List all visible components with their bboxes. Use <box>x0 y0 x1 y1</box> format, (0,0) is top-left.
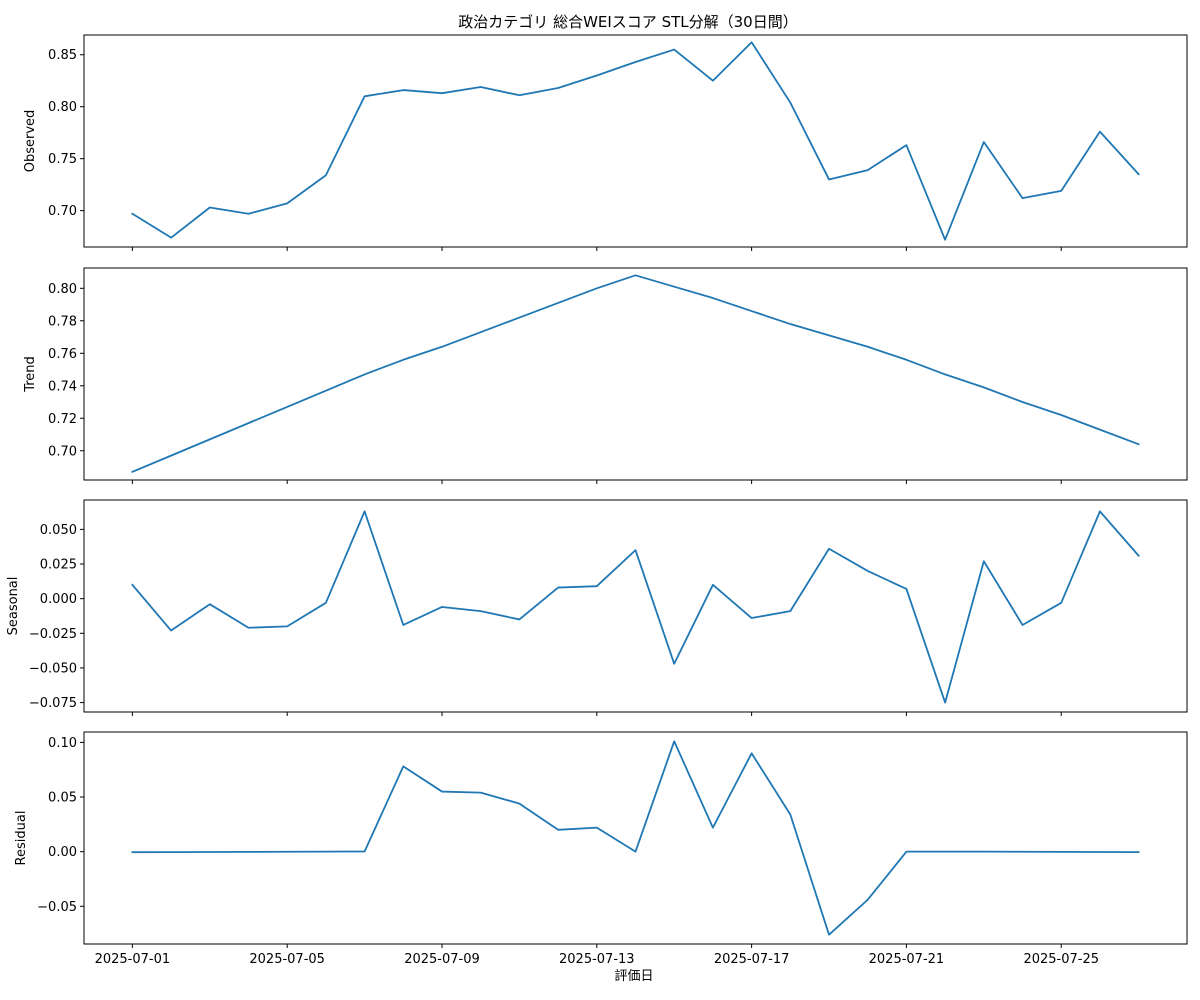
y-axis-label: Observed <box>23 110 38 173</box>
panel-observed: 0.70 0.75 0.80 0.85 Observed <box>23 34 1188 251</box>
y-axis-label: Trend <box>23 356 38 393</box>
y-tick-label: 0.70 <box>48 444 77 459</box>
y-tick-label: 0.85 <box>48 48 77 63</box>
plot-frame <box>83 34 1188 248</box>
series-line-trend <box>131 274 1140 474</box>
y-tick-label: 0.000 <box>40 592 77 607</box>
y-tick-label: 0.050 <box>40 523 77 538</box>
plot-frame <box>83 267 1188 481</box>
y-tick-label: −0.050 <box>29 661 77 676</box>
y-axis-label: Residual <box>14 811 29 866</box>
plot-frame <box>83 731 1188 945</box>
plot-frame <box>83 499 1188 713</box>
x-axis-label: 評価日 <box>614 969 653 984</box>
y-tick-label: −0.075 <box>29 696 77 711</box>
y-tick-label: 0.78 <box>48 314 77 329</box>
panels-root: 0.70 0.75 0.80 0.85 Observed 0.70 0.72 0.74 0.76… <box>6 34 1188 967</box>
y-tick-label: 0.00 <box>48 845 77 860</box>
x-tick-label: 2025-07-09 <box>404 952 480 967</box>
figure-title: 政治カテゴリ 総合WEIスコア STL分解（30日間） <box>458 13 797 31</box>
y-tick-label: 0.80 <box>48 282 77 297</box>
y-tick-label: 0.74 <box>48 379 77 394</box>
y-tick-label: 0.76 <box>48 347 77 362</box>
x-tick-label: 2025-07-01 <box>95 952 171 967</box>
x-tick-label: 2025-07-13 <box>559 952 635 967</box>
y-axis-label: Seasonal <box>6 577 21 636</box>
x-tick-label: 2025-07-21 <box>869 952 945 967</box>
x-tick-label: 2025-07-05 <box>249 952 325 967</box>
x-tick-label: 2025-07-25 <box>1023 952 1099 967</box>
y-tick-label: 0.72 <box>48 412 77 427</box>
panel-residual: −0.05 0.00 0.05 0.10 Residual 2025-07-01 2025-… <box>14 731 1188 967</box>
y-tick-label: 0.70 <box>48 204 77 219</box>
y-tick-label: −0.025 <box>29 627 77 642</box>
y-tick-label: 0.025 <box>40 558 77 573</box>
x-tick-label: 2025-07-17 <box>714 952 790 967</box>
y-tick-label: 0.05 <box>48 791 77 806</box>
y-tick-label: 0.75 <box>48 152 77 167</box>
panel-trend: 0.70 0.72 0.74 0.76 0.78 0.80 Trend <box>23 267 1188 484</box>
y-tick-label: 0.80 <box>48 100 77 115</box>
series-line-observed <box>131 41 1140 241</box>
y-tick-label: 0.10 <box>48 736 77 751</box>
series-line-residual <box>131 740 1140 936</box>
y-tick-label: −0.05 <box>37 900 77 915</box>
panel-seasonal: −0.075 −0.050 −0.025 0.000 0.025 0.050 Seasona… <box>6 499 1188 716</box>
series-line-seasonal <box>131 510 1140 704</box>
